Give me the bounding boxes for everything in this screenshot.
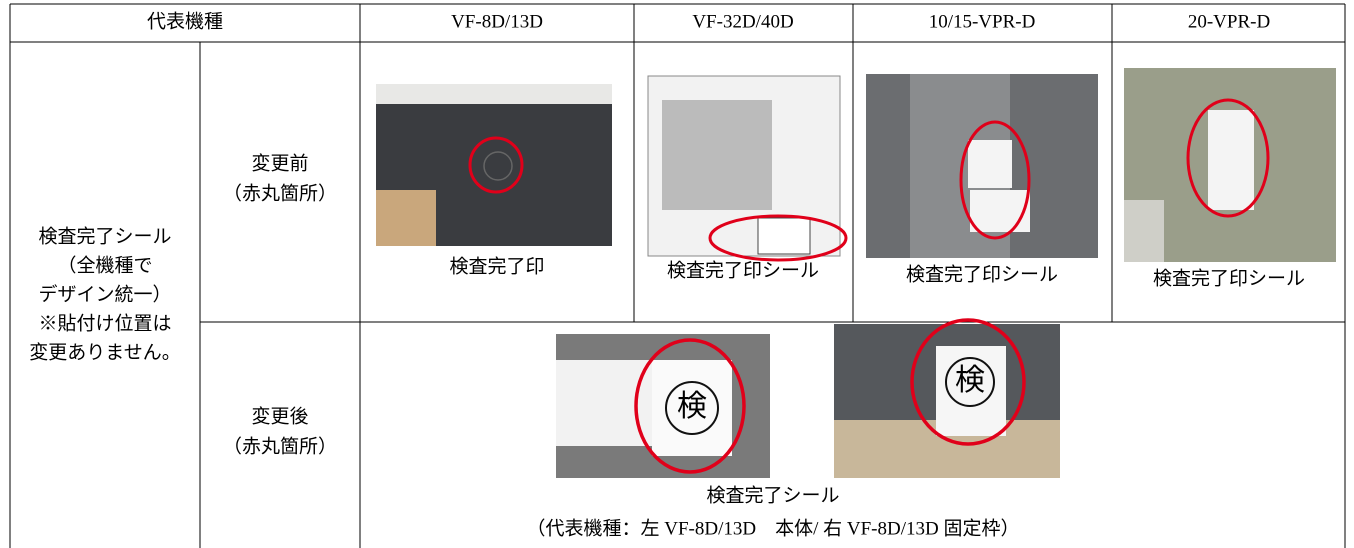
photo-caption: 検査完了印シール — [906, 263, 1058, 285]
photo-detail — [1124, 200, 1164, 262]
photo-detail — [1208, 110, 1254, 210]
row-label: ※貼付け位置は — [38, 312, 171, 334]
red-circle — [1186, 98, 1270, 218]
stamp-mark — [483, 151, 513, 181]
row-label: 検査完了シール — [38, 225, 171, 247]
after-label: （赤丸箇所） — [223, 435, 337, 457]
red-circle — [708, 214, 848, 262]
before-label: 変更前 — [251, 152, 308, 174]
stamp-mark — [665, 381, 719, 435]
header-cell: 代表機種 — [147, 10, 223, 32]
before-label: （赤丸箇所） — [223, 182, 337, 204]
photo-detail — [662, 100, 772, 210]
stamp-mark — [945, 357, 995, 407]
photos — [376, 68, 1336, 478]
texts: 代表機種 VF-8D/13D VF-32D/40D 10/15-VPR-D 20-VPR… — [29, 10, 1305, 539]
stamp-text: 検 — [677, 390, 707, 423]
photo-detail — [376, 84, 612, 104]
photo-detail — [556, 360, 666, 446]
photo-caption: 検査完了印シール — [667, 259, 819, 281]
header-cell: 10/15-VPR-D — [929, 11, 1036, 32]
red-circle — [959, 120, 1031, 240]
after-caption: 検査完了シール — [706, 484, 839, 506]
red-circle — [468, 136, 524, 194]
photo-detail — [968, 140, 1012, 188]
photo-caption: 検査完了印 — [449, 255, 544, 277]
photo-detail — [757, 217, 811, 255]
header-cell: VF-8D/13D — [451, 11, 543, 32]
photo-detail — [970, 190, 1030, 232]
after-caption: （代表機種：左 VF-8D/13D 本体/ 右 VF-8D/13D 固定枠） — [527, 517, 1020, 539]
row-label: デザイン統一） — [38, 283, 171, 305]
after-label: 変更後 — [251, 405, 308, 427]
red-circle — [634, 338, 746, 474]
red-circle — [910, 318, 1026, 446]
row-label: （全機種で — [57, 254, 152, 276]
header-cell: VF-32D/40D — [692, 11, 793, 32]
photo-caption: 検査完了印シール — [1153, 267, 1305, 289]
stamp-text: 検 — [955, 364, 985, 397]
row-label: 変更ありません。 — [29, 341, 180, 363]
photo-detail — [376, 190, 436, 246]
header-cell: 20-VPR-D — [1188, 11, 1270, 32]
table-grid — [9, 3, 1346, 548]
